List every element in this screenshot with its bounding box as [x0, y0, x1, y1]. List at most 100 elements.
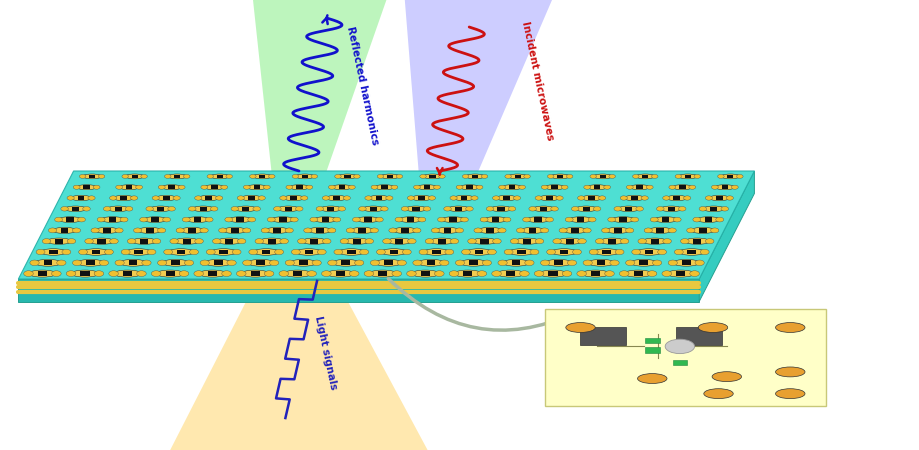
Bar — [231, 228, 238, 233]
Polygon shape — [253, 0, 386, 171]
Ellipse shape — [155, 195, 176, 201]
Ellipse shape — [394, 217, 403, 222]
Ellipse shape — [133, 228, 142, 233]
Bar — [383, 260, 392, 265]
Bar — [406, 217, 414, 222]
Ellipse shape — [584, 185, 590, 189]
Ellipse shape — [42, 238, 51, 244]
Ellipse shape — [74, 185, 80, 189]
Ellipse shape — [544, 184, 564, 190]
Ellipse shape — [507, 174, 527, 179]
Ellipse shape — [322, 196, 329, 200]
Bar — [254, 185, 260, 189]
Ellipse shape — [369, 195, 389, 201]
Ellipse shape — [271, 217, 294, 222]
Ellipse shape — [303, 228, 312, 233]
Ellipse shape — [359, 249, 369, 255]
Ellipse shape — [546, 249, 555, 255]
Ellipse shape — [630, 259, 656, 266]
Bar — [338, 185, 345, 189]
Bar — [641, 175, 648, 178]
Bar — [220, 250, 228, 254]
Ellipse shape — [255, 238, 264, 244]
Ellipse shape — [376, 249, 385, 255]
Bar — [333, 196, 339, 200]
Ellipse shape — [428, 196, 435, 200]
Bar — [259, 175, 265, 178]
Bar — [126, 185, 132, 189]
Ellipse shape — [559, 228, 567, 233]
Bar — [630, 196, 637, 200]
Bar — [163, 196, 169, 200]
Ellipse shape — [604, 271, 614, 276]
Ellipse shape — [497, 260, 506, 265]
Bar — [188, 228, 196, 233]
Ellipse shape — [221, 271, 231, 276]
Ellipse shape — [290, 217, 298, 222]
Ellipse shape — [248, 249, 257, 255]
Ellipse shape — [623, 195, 644, 201]
Ellipse shape — [675, 175, 681, 178]
Ellipse shape — [683, 196, 690, 200]
Bar — [715, 196, 722, 200]
Ellipse shape — [279, 196, 287, 200]
Ellipse shape — [504, 249, 513, 255]
Bar — [480, 239, 488, 243]
Ellipse shape — [550, 174, 569, 179]
Ellipse shape — [518, 185, 525, 189]
Bar — [395, 239, 403, 243]
Ellipse shape — [576, 271, 585, 276]
Ellipse shape — [188, 207, 196, 211]
Ellipse shape — [694, 260, 704, 265]
Bar — [134, 250, 142, 254]
Bar — [296, 185, 302, 189]
Bar — [284, 207, 291, 211]
Ellipse shape — [529, 249, 539, 255]
Ellipse shape — [438, 175, 445, 178]
Ellipse shape — [492, 238, 501, 244]
Bar — [168, 185, 175, 189]
Ellipse shape — [407, 196, 414, 200]
Bar — [560, 250, 568, 254]
Ellipse shape — [313, 217, 336, 222]
Ellipse shape — [36, 249, 45, 255]
Text: Reflected harmonics: Reflected harmonics — [345, 25, 380, 146]
Ellipse shape — [693, 175, 699, 178]
Ellipse shape — [539, 270, 566, 277]
Ellipse shape — [346, 228, 354, 233]
Ellipse shape — [152, 238, 161, 244]
Ellipse shape — [78, 249, 87, 255]
Ellipse shape — [273, 207, 281, 211]
Bar — [417, 196, 425, 200]
Bar — [375, 196, 382, 200]
Ellipse shape — [146, 207, 153, 211]
Ellipse shape — [103, 207, 111, 211]
Ellipse shape — [258, 196, 265, 200]
Ellipse shape — [140, 217, 147, 222]
Ellipse shape — [524, 260, 534, 265]
Ellipse shape — [66, 271, 75, 276]
Bar — [466, 185, 472, 189]
Ellipse shape — [380, 207, 388, 211]
Ellipse shape — [507, 207, 516, 211]
Bar — [66, 217, 74, 222]
Ellipse shape — [448, 271, 459, 276]
Ellipse shape — [370, 185, 378, 189]
Ellipse shape — [292, 175, 299, 178]
Bar — [698, 228, 706, 233]
Ellipse shape — [195, 238, 203, 244]
Bar — [655, 228, 664, 233]
Ellipse shape — [322, 238, 331, 244]
Ellipse shape — [327, 228, 335, 233]
Ellipse shape — [641, 238, 666, 244]
Ellipse shape — [152, 271, 161, 276]
Bar — [460, 196, 467, 200]
Ellipse shape — [182, 217, 190, 222]
Ellipse shape — [523, 175, 529, 178]
Ellipse shape — [429, 238, 454, 244]
Ellipse shape — [73, 228, 81, 233]
Ellipse shape — [460, 259, 486, 266]
Ellipse shape — [189, 249, 199, 255]
Ellipse shape — [337, 207, 346, 211]
Ellipse shape — [557, 238, 582, 244]
